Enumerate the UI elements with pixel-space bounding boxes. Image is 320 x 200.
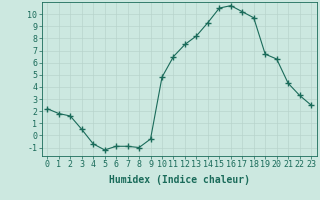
X-axis label: Humidex (Indice chaleur): Humidex (Indice chaleur) (109, 175, 250, 185)
